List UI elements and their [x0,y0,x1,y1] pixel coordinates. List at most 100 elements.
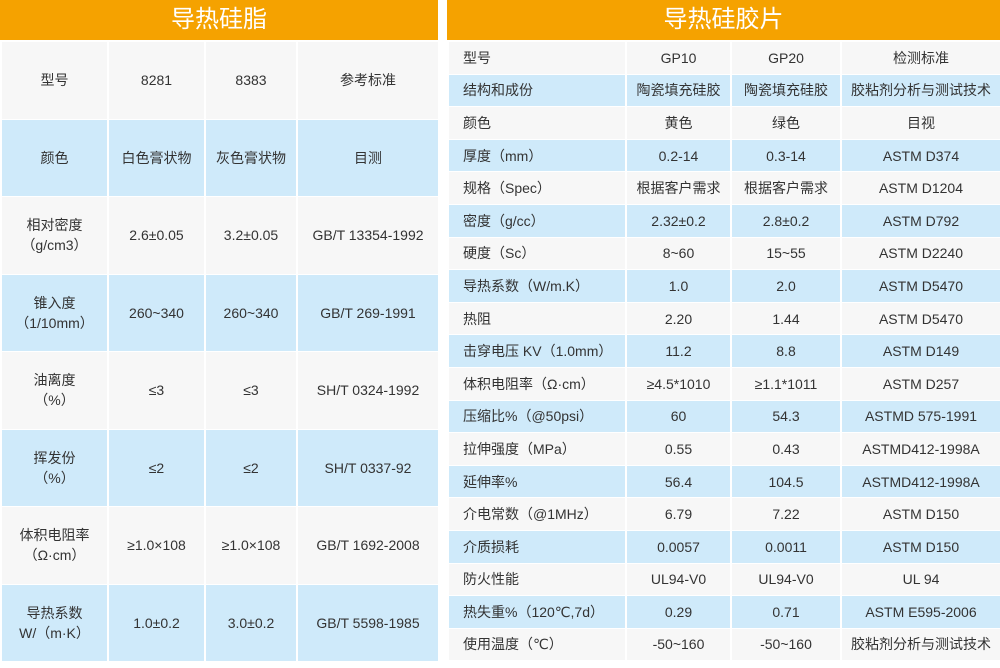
value-cell: 0.29 [625,595,732,629]
table-row: 延伸率% 56.4 104.5 ASTMD412-1998A [447,465,1000,499]
value-cell: 胶粘剂分析与测试技术 [840,628,1000,662]
property-label-cell: 热阻 [447,302,627,336]
value-cell: 104.5 [730,465,842,499]
value-cell: 0.0011 [730,530,842,564]
value-cell: ASTMD412-1998A [840,432,1000,466]
value-cell: ≤2 [204,429,298,507]
value-cell: 260~340 [107,274,206,352]
value-cell: 灰色膏状物 [204,119,298,197]
value-cell: GB/T 5598-1985 [296,584,440,662]
table-row: 热阻 2.20 1.44 ASTM D5470 [447,302,1000,336]
table-row: 锥入度 （1/10mm） 260~340 260~340 GB/T 269-1991 [0,274,440,352]
property-label-cell: 型号 [0,42,109,120]
property-label-cell: 压缩比%（@50psi） [447,400,627,434]
value-cell: 白色膏状物 [107,119,206,197]
table-row: 使用温度（℃） -50~160 -50~160 胶粘剂分析与测试技术 [447,628,1000,662]
table-row: 介质损耗 0.0057 0.0011 ASTM D150 [447,530,1000,564]
property-label-cell: 相对密度 （g/cm3） [0,196,109,275]
property-label-cell: 油离度 （%） [0,351,109,430]
value-cell: ASTM D149 [840,334,1000,368]
value-cell: 检测标准 [840,42,1000,75]
property-label-cell: 颜色 [0,119,109,197]
value-cell: UL94-V0 [625,563,732,597]
property-label-cell: 颜色 [447,106,627,140]
property-label-cell: 厚度（mm） [447,139,627,173]
table-row: 击穿电压 KV（1.0mm） 11.2 8.8 ASTM D149 [447,334,1000,368]
value-cell: 60 [625,400,732,434]
value-cell: ASTM D150 [840,530,1000,564]
property-label-cell: 结构和成份 [447,74,627,108]
table-row: 压缩比%（@50psi） 60 54.3 ASTMD 575-1991 [447,400,1000,434]
property-label-cell: 硬度（Sc） [447,237,627,271]
table-row: 导热系数（W/m.K） 1.0 2.0 ASTM D5470 [447,269,1000,303]
property-label-cell: 体积电阻率（Ω·cm） [0,506,109,585]
value-cell: 1.44 [730,302,842,336]
value-cell: 260~340 [204,274,298,352]
value-cell: 11.2 [625,334,732,368]
table-row: 热失重%（120℃,7d） 0.29 0.71 ASTM E595-2006 [447,595,1000,629]
value-cell: ASTM E595-2006 [840,595,1000,629]
table-row: 颜色 白色膏状物 灰色膏状物 目测 [0,119,440,197]
value-cell: 黄色 [625,106,732,140]
property-label-cell: 击穿电压 KV（1.0mm） [447,334,627,368]
value-cell: 8281 [107,42,206,120]
table-row: 颜色 黄色 绿色 目视 [447,106,1000,140]
value-cell: ≥1.0×108 [204,506,298,585]
value-cell: 0.43 [730,432,842,466]
table-row: 导热系数 W/（m·K） 1.0±0.2 3.0±0.2 GB/T 5598-1985 [0,584,440,662]
table-row: 密度（g/cc） 2.32±0.2 2.8±0.2 ASTM D792 [447,204,1000,238]
property-label-cell: 导热系数（W/m.K） [447,269,627,303]
value-cell: 陶瓷填充硅胶 [625,74,732,108]
thermal-grease-panel: 导热硅脂 型号 8281 8383 参考标准 颜色 白色膏状物 灰色膏状物 目测 相对密度 （g/… [0,0,440,662]
thermal-grease-title: 导热硅脂 [0,0,438,40]
value-cell: 8383 [204,42,298,120]
value-cell: 胶粘剂分析与测试技术 [840,74,1000,108]
value-cell: ASTM D374 [840,139,1000,173]
value-cell: -50~160 [625,628,732,662]
value-cell: -50~160 [730,628,842,662]
property-label-cell: 挥发份 （%） [0,429,109,507]
property-label-cell: 体积电阻率（Ω·cm） [447,367,627,401]
value-cell: UL 94 [840,563,1000,597]
value-cell: 参考标准 [296,42,440,120]
table-row: 体积电阻率 （Ω·cm） ≥1.0×108 ≥1.0×108 GB/T 1692-200… [0,506,440,585]
thermal-pad-title: 导热硅胶片 [447,0,1000,40]
table-row: 结构和成份 陶瓷填充硅胶 陶瓷填充硅胶 胶粘剂分析与测试技术 [447,74,1000,108]
value-cell: ASTM D792 [840,204,1000,238]
property-label-cell: 规格（Spec） [447,171,627,205]
value-cell: ASTM D5470 [840,269,1000,303]
value-cell: ASTM D1204 [840,171,1000,205]
table-header-row: 型号 8281 8383 参考标准 [0,42,440,120]
table-row: 体积电阻率（Ω·cm） ≥4.5*1010 ≥1.1*1011 ASTM D257 [447,367,1000,401]
property-label-cell: 使用温度（℃） [447,628,627,662]
value-cell: SH/T 0337-92 [296,429,440,507]
value-cell: 1.0 [625,269,732,303]
value-cell: 0.55 [625,432,732,466]
thermal-pad-table: 型号 GP10 GP20 检测标准 结构和成份 陶瓷填充硅胶 陶瓷填充硅胶 胶粘剂分析与测试技… [447,42,1000,662]
value-cell: ≥1.1*1011 [730,367,842,401]
property-label-cell: 锥入度 （1/10mm） [0,274,109,352]
property-label-cell: 防火性能 [447,563,627,597]
table-row: 规格（Spec） 根据客户需求 根据客户需求 ASTM D1204 [447,171,1000,205]
table-header-row: 型号 GP10 GP20 检测标准 [447,42,1000,75]
value-cell: ASTM D5470 [840,302,1000,336]
thermal-grease-table: 型号 8281 8383 参考标准 颜色 白色膏状物 灰色膏状物 目测 相对密度 （g/cm3） 2… [0,42,440,662]
value-cell: 8~60 [625,237,732,271]
value-cell: 54.3 [730,400,842,434]
value-cell: ≥1.0×108 [107,506,206,585]
thermal-pad-panel: 导热硅胶片 型号 GP10 GP20 检测标准 结构和成份 陶瓷填充硅胶 陶瓷填充硅胶 胶粘剂… [447,0,1000,662]
property-label-cell: 介质损耗 [447,530,627,564]
value-cell: GB/T 1692-2008 [296,506,440,585]
table-row: 拉伸强度（MPa） 0.55 0.43 ASTMD412-1998A [447,432,1000,466]
value-cell: ASTMD412-1998A [840,465,1000,499]
value-cell: 目视 [840,106,1000,140]
property-label-cell: 导热系数 W/（m·K） [0,584,109,662]
table-row: 硬度（Sc） 8~60 15~55 ASTM D2240 [447,237,1000,271]
value-cell: 6.79 [625,497,732,531]
value-cell: 绿色 [730,106,842,140]
value-cell: 0.2-14 [625,139,732,173]
value-cell: 2.8±0.2 [730,204,842,238]
value-cell: 0.3-14 [730,139,842,173]
property-label-cell: 密度（g/cc） [447,204,627,238]
property-label-cell: 延伸率% [447,465,627,499]
